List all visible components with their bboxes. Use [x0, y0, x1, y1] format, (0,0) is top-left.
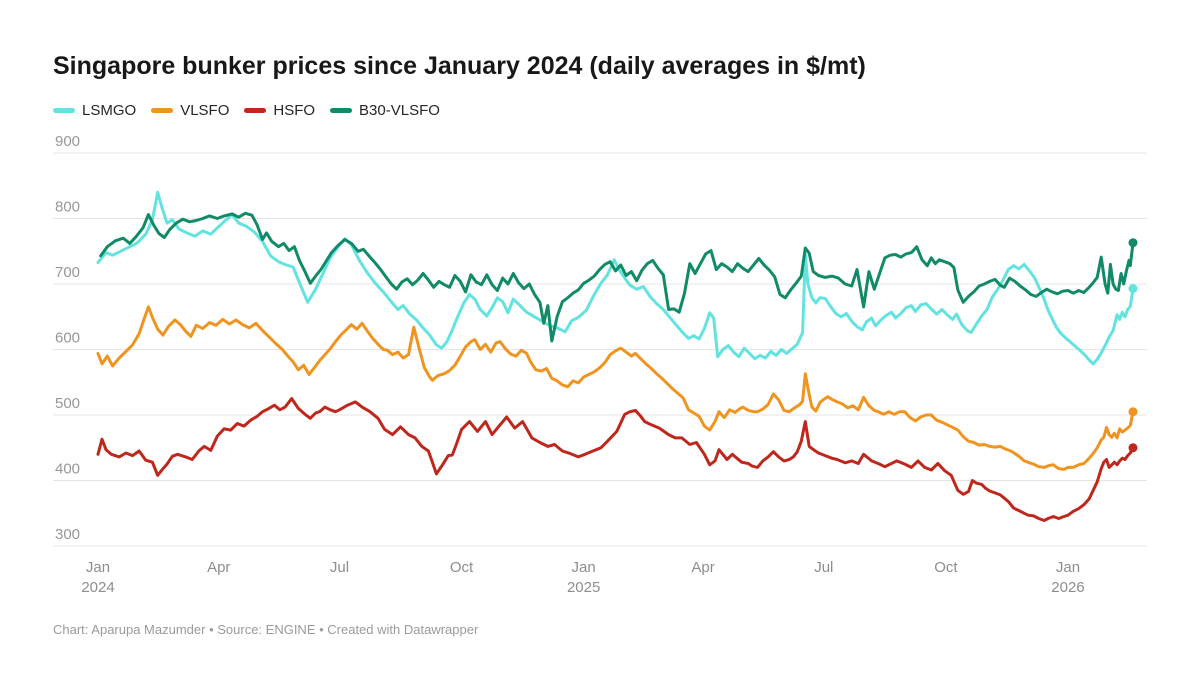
legend-label: B30-VLSFO: [359, 102, 440, 119]
x-axis-label-oct: Oct: [934, 559, 958, 576]
x-axis-label-apr: Apr: [207, 559, 230, 576]
y-axis-label-900: 900: [55, 133, 80, 150]
x-axis-label-jul: Jul: [330, 559, 349, 576]
legend-label: HSFO: [273, 102, 316, 119]
chart-footer: Chart: Aparupa Mazumder • Source: ENGINE…: [53, 622, 479, 637]
y-axis-label-500: 500: [55, 395, 80, 412]
legend-item-b30-vlsfo: B30-VLSFO: [330, 102, 440, 119]
legend-label: LSMGO: [82, 102, 137, 119]
series-endpoint-b30-vlsfo: [1128, 238, 1138, 248]
legend-swatch-icon: [151, 108, 174, 113]
chart-legend: LSMGO VLSFO HSFO B30-VLSFO: [53, 102, 440, 119]
x-axis-year-2026: 2026: [1051, 579, 1084, 596]
y-axis-label-300: 300: [55, 526, 80, 543]
x-axis-label-jan: Jan: [86, 559, 110, 576]
x-axis-label-oct: Oct: [450, 559, 474, 576]
x-axis-label-jul: Jul: [814, 559, 833, 576]
y-axis-label-800: 800: [55, 199, 80, 216]
legend-item-hsfo: HSFO: [244, 102, 315, 119]
series-line-hsfo: [96, 397, 1135, 522]
y-axis-label-600: 600: [55, 330, 80, 347]
legend-item-lsmgo: LSMGO: [53, 102, 136, 119]
y-axis-label-700: 700: [55, 264, 80, 281]
chart-title: Singapore bunker prices since January 20…: [53, 52, 866, 80]
x-axis-year-2025: 2025: [567, 579, 600, 596]
legend-label: VLSFO: [180, 102, 230, 119]
x-axis-label-apr: Apr: [691, 559, 714, 576]
legend-swatch-icon: [330, 108, 353, 113]
legend-item-vlsfo: VLSFO: [151, 102, 229, 119]
series-line-lsmgo: [96, 190, 1135, 366]
series-line-vlsfo: [96, 305, 1135, 471]
legend-swatch-icon: [53, 108, 75, 113]
series-endpoint-lsmgo: [1128, 284, 1138, 294]
legend-swatch-icon: [244, 108, 267, 113]
series-endpoint-vlsfo: [1128, 407, 1138, 417]
y-axis-label-400: 400: [55, 461, 80, 478]
x-axis-label-jan: Jan: [1056, 559, 1080, 576]
series-line-b30-vlsfo: [99, 211, 1135, 343]
x-axis-label-jan: Jan: [572, 559, 596, 576]
series-endpoint-hsfo: [1128, 443, 1138, 453]
x-axis-year-2024: 2024: [81, 579, 114, 596]
